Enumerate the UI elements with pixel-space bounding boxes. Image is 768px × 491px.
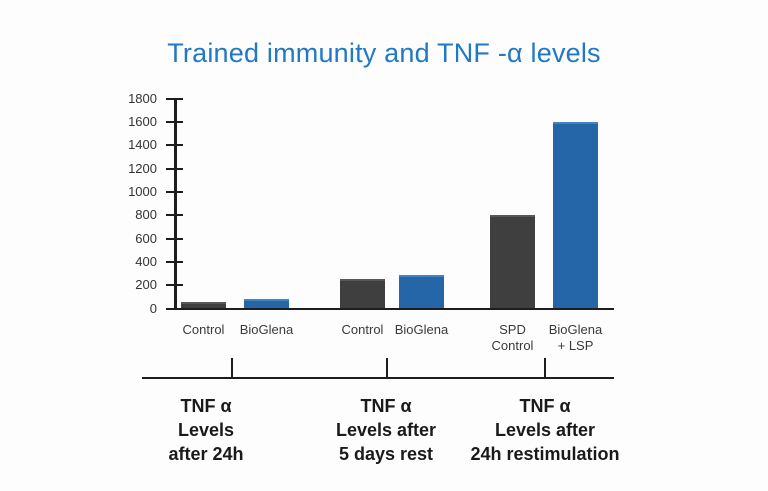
bar-control — [181, 301, 226, 309]
category-label: BioGlena — [394, 322, 449, 337]
category-label: SPD Control — [491, 322, 534, 353]
y-tick-label: 800 — [135, 207, 157, 223]
bracket-tick-mark — [544, 358, 547, 377]
bar-bioglena-lsp — [553, 121, 598, 309]
bar-spd-control — [490, 215, 535, 309]
y-tick-mark — [166, 260, 183, 263]
y-tick-mark — [166, 190, 183, 193]
category-label: Control — [182, 322, 225, 337]
y-tick-label: 600 — [135, 230, 157, 246]
y-tick-label: 1200 — [128, 160, 157, 176]
y-tick-label: 1000 — [128, 183, 157, 199]
bracket-tick-mark — [386, 358, 389, 377]
y-tick-label: 200 — [135, 277, 157, 293]
y-tick-mark — [166, 167, 183, 170]
chart-title: Trained immunity and TNF -α levels — [167, 38, 601, 68]
y-tick-label: 1800 — [128, 90, 157, 106]
y-tick-mark — [166, 237, 183, 240]
group-label-1: TNF α Levels after 24h — [168, 396, 244, 464]
y-tick-mark — [166, 284, 183, 287]
category-label: Control — [341, 322, 384, 337]
x-axis-line — [174, 307, 614, 310]
y-tick-label: 1400 — [128, 137, 157, 153]
y-tick-mark — [166, 214, 183, 217]
y-tick-label: 0 — [149, 300, 157, 316]
y-tick-label: 1600 — [128, 113, 157, 129]
y-tick-mark — [166, 97, 183, 100]
bracket-line — [142, 377, 614, 380]
bar-bioglena — [244, 299, 289, 309]
group-label-2: TNF α Levels after 5 days rest — [335, 396, 437, 464]
bracket-tick-mark — [231, 358, 234, 377]
y-tick-mark — [166, 120, 183, 123]
bar-bioglena — [399, 274, 444, 309]
y-tick-mark — [166, 144, 183, 147]
y-axis-line — [174, 97, 177, 310]
y-tick-label: 400 — [135, 253, 157, 269]
category-label: BioGlena — [239, 322, 294, 337]
category-label: BioGlena + LSP — [548, 322, 603, 353]
bar-control — [340, 279, 385, 309]
group-label-3: TNF α Levels after 24h restimulation — [470, 396, 620, 464]
